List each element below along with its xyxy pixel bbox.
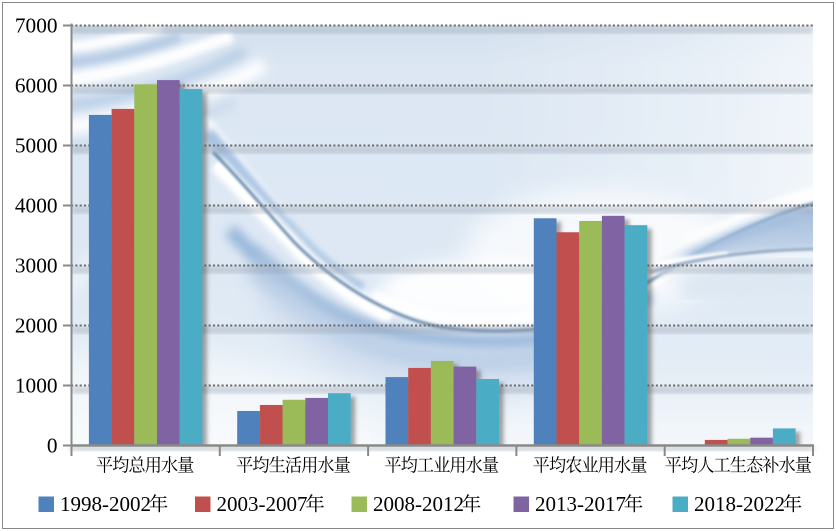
svg-text:3000: 3000 (15, 253, 58, 277)
svg-text:5000: 5000 (15, 133, 58, 157)
svg-text:1998-2002: 1998-2002 (60, 492, 151, 516)
svg-text:7000: 7000 (15, 13, 58, 37)
svg-text:2013-2017: 2013-2017 (535, 492, 626, 516)
svg-text:2008-2012: 2008-2012 (373, 492, 464, 516)
svg-text:2003-2007: 2003-2007 (217, 492, 308, 516)
svg-text:1000: 1000 (15, 373, 58, 397)
svg-text:2018-2022: 2018-2022 (694, 492, 785, 516)
svg-text:0: 0 (47, 433, 58, 457)
svg-text:6000: 6000 (15, 73, 58, 97)
svg-text:2000: 2000 (15, 313, 58, 337)
svg-text:4000: 4000 (15, 193, 58, 217)
